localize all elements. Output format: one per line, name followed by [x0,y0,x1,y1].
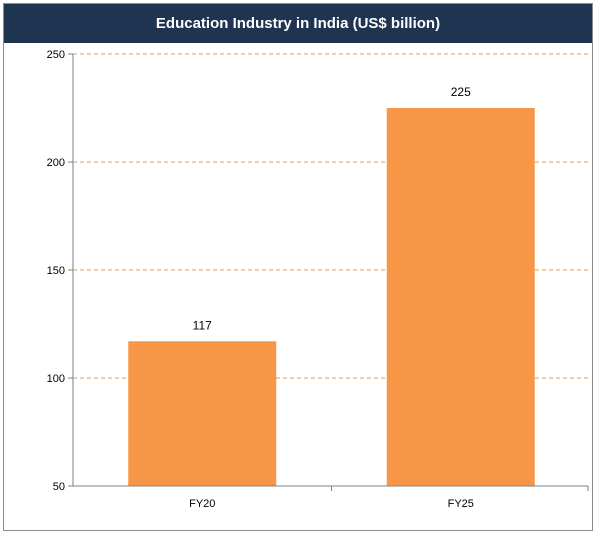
y-tick-labels: 50 100 150 200 250 [47,49,65,493]
y-tick-label: 50 [53,481,65,493]
x-tick-label: FY20 [189,498,215,510]
y-tick-label: 150 [47,265,65,277]
data-labels: 117 225 [193,85,471,332]
axes [68,53,589,491]
data-label: 117 [193,318,212,332]
chart-title: Education Industry in India (US$ billion… [155,15,441,32]
data-label: 225 [451,85,471,99]
x-tick-labels: FY20 FY25 [189,498,474,510]
bar-fy20 [128,341,277,486]
y-tick-label: 200 [47,157,65,169]
y-tick-label: 250 [47,49,65,61]
x-tick-label: FY25 [448,498,474,510]
chart-title-bar: Education Industry in India (US$ billion… [4,4,592,43]
bar-fy25 [386,108,535,486]
bars [128,108,535,486]
y-tick-label: 100 [47,373,65,385]
